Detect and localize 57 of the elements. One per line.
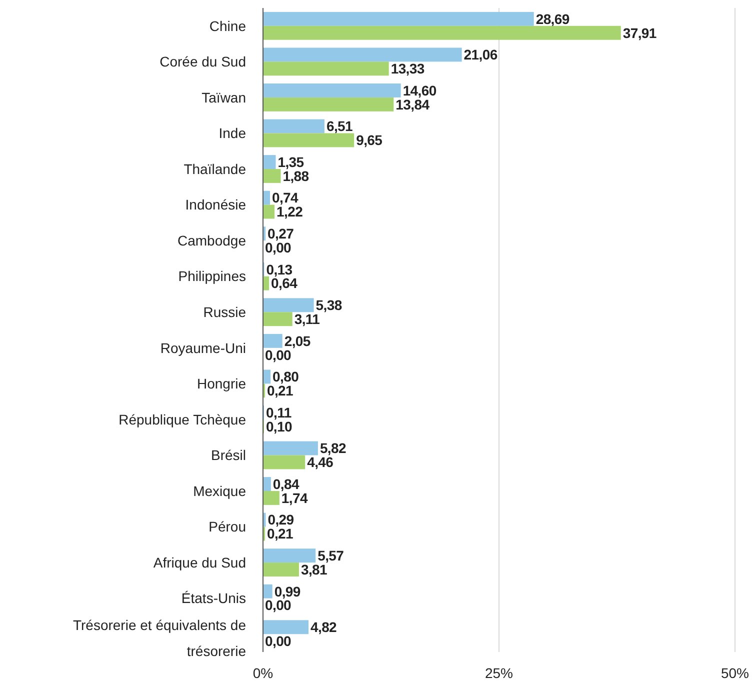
data-label: 9,65 [356,132,383,148]
y-tick-label: Royaume-Uni [160,340,246,356]
data-label: 0,29 [268,512,294,528]
data-label: 0,00 [265,346,292,363]
y-tick-label: Indonésie [185,196,246,213]
data-label: 1,74 [281,490,308,506]
data-label: 5,82 [320,440,347,456]
data-label: 0,84 [272,476,300,492]
y-tick-label: Chine [209,18,246,34]
data-label: 0,99 [274,583,301,600]
data-label: 0,21 [266,382,294,399]
y-tick-label: Afrique du Sud [153,554,246,570]
data-label: 4,82 [310,619,338,636]
data-label: 0,00 [265,239,292,256]
y-tick-label: États-Unis [181,590,246,606]
data-label: 2,05 [284,332,311,349]
y-tick-label: République Tchèque [118,411,246,428]
data-label: 5,38 [316,297,342,314]
x-tick-label: 50% [720,665,750,681]
data-label: 0,10 [266,418,293,434]
y-tick-label: Pérou [208,518,246,535]
data-label: 0,11 [266,404,292,420]
y-tick-label: Brésil [210,447,246,464]
data-label: 0,00 [265,632,292,649]
data-label: 28,69 [536,10,570,27]
y-tick-label: Thaïlande [184,160,246,177]
y-tick-label: Philippines [178,268,246,284]
y-tick-label: Hongrie [196,376,246,392]
data-label: 6,51 [326,118,354,134]
y-tick-label: Corée du Sud [160,54,246,70]
data-label: 0,80 [272,368,300,385]
data-label: 5,57 [318,547,344,564]
data-label: 0,13 [266,261,293,278]
y-tick-label: Russie [203,304,246,320]
data-label: 0,27 [268,225,294,242]
data-label: 3,11 [294,310,320,327]
y-tick-label: Trésorerie et équivalents de trésorerie [72,617,246,660]
data-label: 0,21 [266,526,294,542]
y-tick-label: Inde [218,125,246,142]
x-tick-label: 0% [252,665,274,681]
data-label: 0,00 [265,597,292,614]
y-tick-label: Mexique [193,482,246,499]
data-label: 37,91 [622,24,657,41]
x-tick-label: 25% [484,665,514,681]
data-label: 21,06 [464,46,498,63]
y-tick-label: Taïwan [202,89,246,106]
data-label: 1,35 [278,154,304,170]
data-label: 14,60 [402,82,437,98]
y-tick-label: Cambodge [178,232,246,248]
data-label: 0,64 [271,275,298,292]
data-label: 1,88 [282,168,310,184]
data-label: 4,46 [307,454,334,470]
data-label: 13,84 [396,96,430,112]
data-label: 1,22 [276,204,304,220]
data-label: 13,33 [390,60,425,77]
data-label: 3,81 [300,561,328,578]
data-label: 0,74 [272,190,299,206]
